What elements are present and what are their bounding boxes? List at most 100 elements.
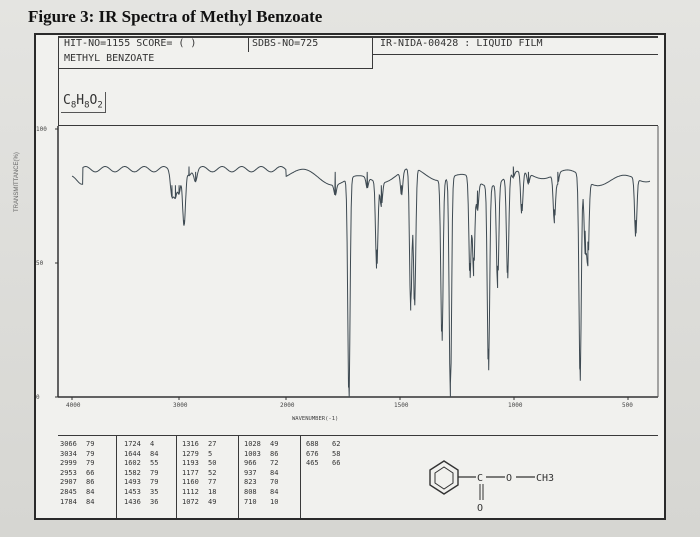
peak-table-row: 1644 84 (124, 450, 158, 460)
peak-wavenumber: 1436 (124, 497, 141, 506)
peak-transmittance: 84 (150, 449, 159, 458)
peak-wavenumber: 1072 (182, 497, 199, 506)
header-divider-4 (58, 68, 373, 69)
y-tick-label: 100 (36, 126, 47, 133)
compound-name: METHYL BENZOATE (64, 53, 155, 64)
carbonyl-oxygen: O (477, 503, 483, 514)
peak-table-divider (116, 436, 117, 518)
formula-oxygen-count: 2 (97, 100, 103, 111)
peak-transmittance: 79 (86, 459, 95, 468)
peak-wavenumber: 808 (244, 487, 257, 496)
methyl-group: CH3 (536, 473, 554, 484)
peak-table-column: 1316 27 1279 5 1193 50 1177 52 1160 77 1112 18 1072 4… (182, 440, 216, 507)
peak-table-row: 1279 5 (182, 450, 216, 460)
peak-transmittance: 79 (86, 449, 95, 458)
peak-table-row: 2907 86 (60, 478, 94, 488)
peak-wavenumber: 1453 (124, 487, 141, 496)
peak-table-row: 465 66 (306, 459, 340, 469)
formula-hydrogen-count: 8 (84, 100, 90, 111)
peak-table-column: 1724 4 1644 84 1602 55 1582 79 1493 79 1453 35 1436 3… (124, 440, 158, 507)
peak-wavenumber: 1582 (124, 468, 141, 477)
peak-transmittance: 10 (270, 497, 279, 506)
peak-transmittance: 58 (332, 449, 341, 458)
peak-wavenumber: 1493 (124, 478, 141, 487)
peak-transmittance: 79 (150, 468, 159, 477)
peak-table-row: 937 84 (244, 469, 278, 479)
ester-oxygen: O (506, 473, 512, 484)
formula-carbon-count: 8 (70, 100, 77, 111)
peak-transmittance: 84 (86, 497, 95, 506)
peak-wavenumber: 2845 (60, 487, 77, 496)
formula-oxygen: O (89, 93, 98, 108)
peak-wavenumber: 1644 (124, 449, 141, 458)
peak-wavenumber: 676 (306, 449, 319, 458)
peak-transmittance: 36 (150, 497, 159, 506)
peak-transmittance: 66 (332, 459, 341, 468)
peak-table-row: 1072 49 (182, 498, 216, 508)
peak-table-row: 1453 35 (124, 488, 158, 498)
y-tick-label: 0 (36, 394, 40, 401)
methyl-benzoate-structure: C O CH3 O (429, 460, 554, 514)
y-tick-label: 50 (36, 260, 44, 267)
formula-hydrogen: H (76, 93, 85, 108)
header-divider-1 (248, 38, 249, 52)
carbonyl-carbon: C (477, 473, 483, 484)
peak-table-row: 1724 4 (124, 440, 158, 450)
peak-transmittance: 35 (150, 487, 159, 496)
peak-transmittance: 86 (86, 478, 95, 487)
peak-wavenumber: 1028 (244, 440, 261, 448)
peak-transmittance: 27 (208, 440, 217, 448)
peak-table-row: 3066 79 (60, 440, 94, 450)
peak-wavenumber: 1112 (182, 487, 199, 496)
peak-table-row: 3034 79 (60, 450, 94, 460)
header-divider-3 (372, 54, 658, 55)
chart-axes (57, 126, 659, 398)
peak-transmittance: 4 (150, 440, 155, 448)
peak-table-row: 1582 79 (124, 469, 158, 479)
peak-wavenumber: 1316 (182, 440, 199, 448)
peak-transmittance: 18 (208, 487, 217, 496)
molecular-formula: C8H8O2 (61, 92, 106, 113)
peak-table-row: 823 70 (244, 478, 278, 488)
peak-table-divider (300, 436, 301, 518)
peak-table-row: 1003 86 (244, 450, 278, 460)
peak-transmittance: 86 (270, 449, 279, 458)
peak-table-divider (238, 436, 239, 518)
peak-table-row: 1316 27 (182, 440, 216, 450)
peak-table-row: 1602 55 (124, 459, 158, 469)
peak-wavenumber: 1193 (182, 459, 199, 468)
peak-table-row: 688 62 (306, 440, 340, 450)
peak-wavenumber: 1602 (124, 459, 141, 468)
peak-wavenumber: 1177 (182, 468, 199, 477)
peak-table-row: 2953 66 (60, 469, 94, 479)
peak-wavenumber: 1003 (244, 449, 261, 458)
peak-wavenumber: 2953 (60, 468, 77, 477)
peak-transmittance: 50 (208, 459, 217, 468)
peak-wavenumber: 1724 (124, 440, 141, 448)
ir-nida-number: IR-NIDA-00428 : LIQUID FILM (380, 38, 543, 49)
header-bottom-line (58, 125, 658, 126)
peak-table-row: 1160 77 (182, 478, 216, 488)
table-top-line (58, 435, 658, 436)
peak-table-column: 1028 49 1003 86 966 72 937 84 823 70 808 84 710 10 (244, 440, 278, 507)
peak-wavenumber: 688 (306, 440, 319, 448)
header-divider-2 (372, 38, 373, 54)
peak-transmittance: 72 (270, 459, 279, 468)
peak-transmittance: 49 (208, 497, 217, 506)
peak-wavenumber: 937 (244, 468, 257, 477)
peak-transmittance: 77 (208, 478, 217, 487)
peak-transmittance: 62 (332, 440, 341, 448)
peak-table-row: 1436 36 (124, 498, 158, 508)
formula-carbon: C (63, 93, 71, 108)
peak-wavenumber: 2999 (60, 459, 77, 468)
peak-wavenumber: 966 (244, 459, 257, 468)
peak-wavenumber: 2907 (60, 478, 77, 487)
x-tick-label: 3000 (173, 402, 188, 409)
peak-table-row: 1028 49 (244, 440, 278, 450)
header-divider-5 (372, 54, 373, 69)
peak-table-row: 2845 84 (60, 488, 94, 498)
figure-title: Figure 3: IR Spectra of Methyl Benzoate (28, 7, 323, 26)
peak-transmittance: 79 (86, 440, 95, 448)
